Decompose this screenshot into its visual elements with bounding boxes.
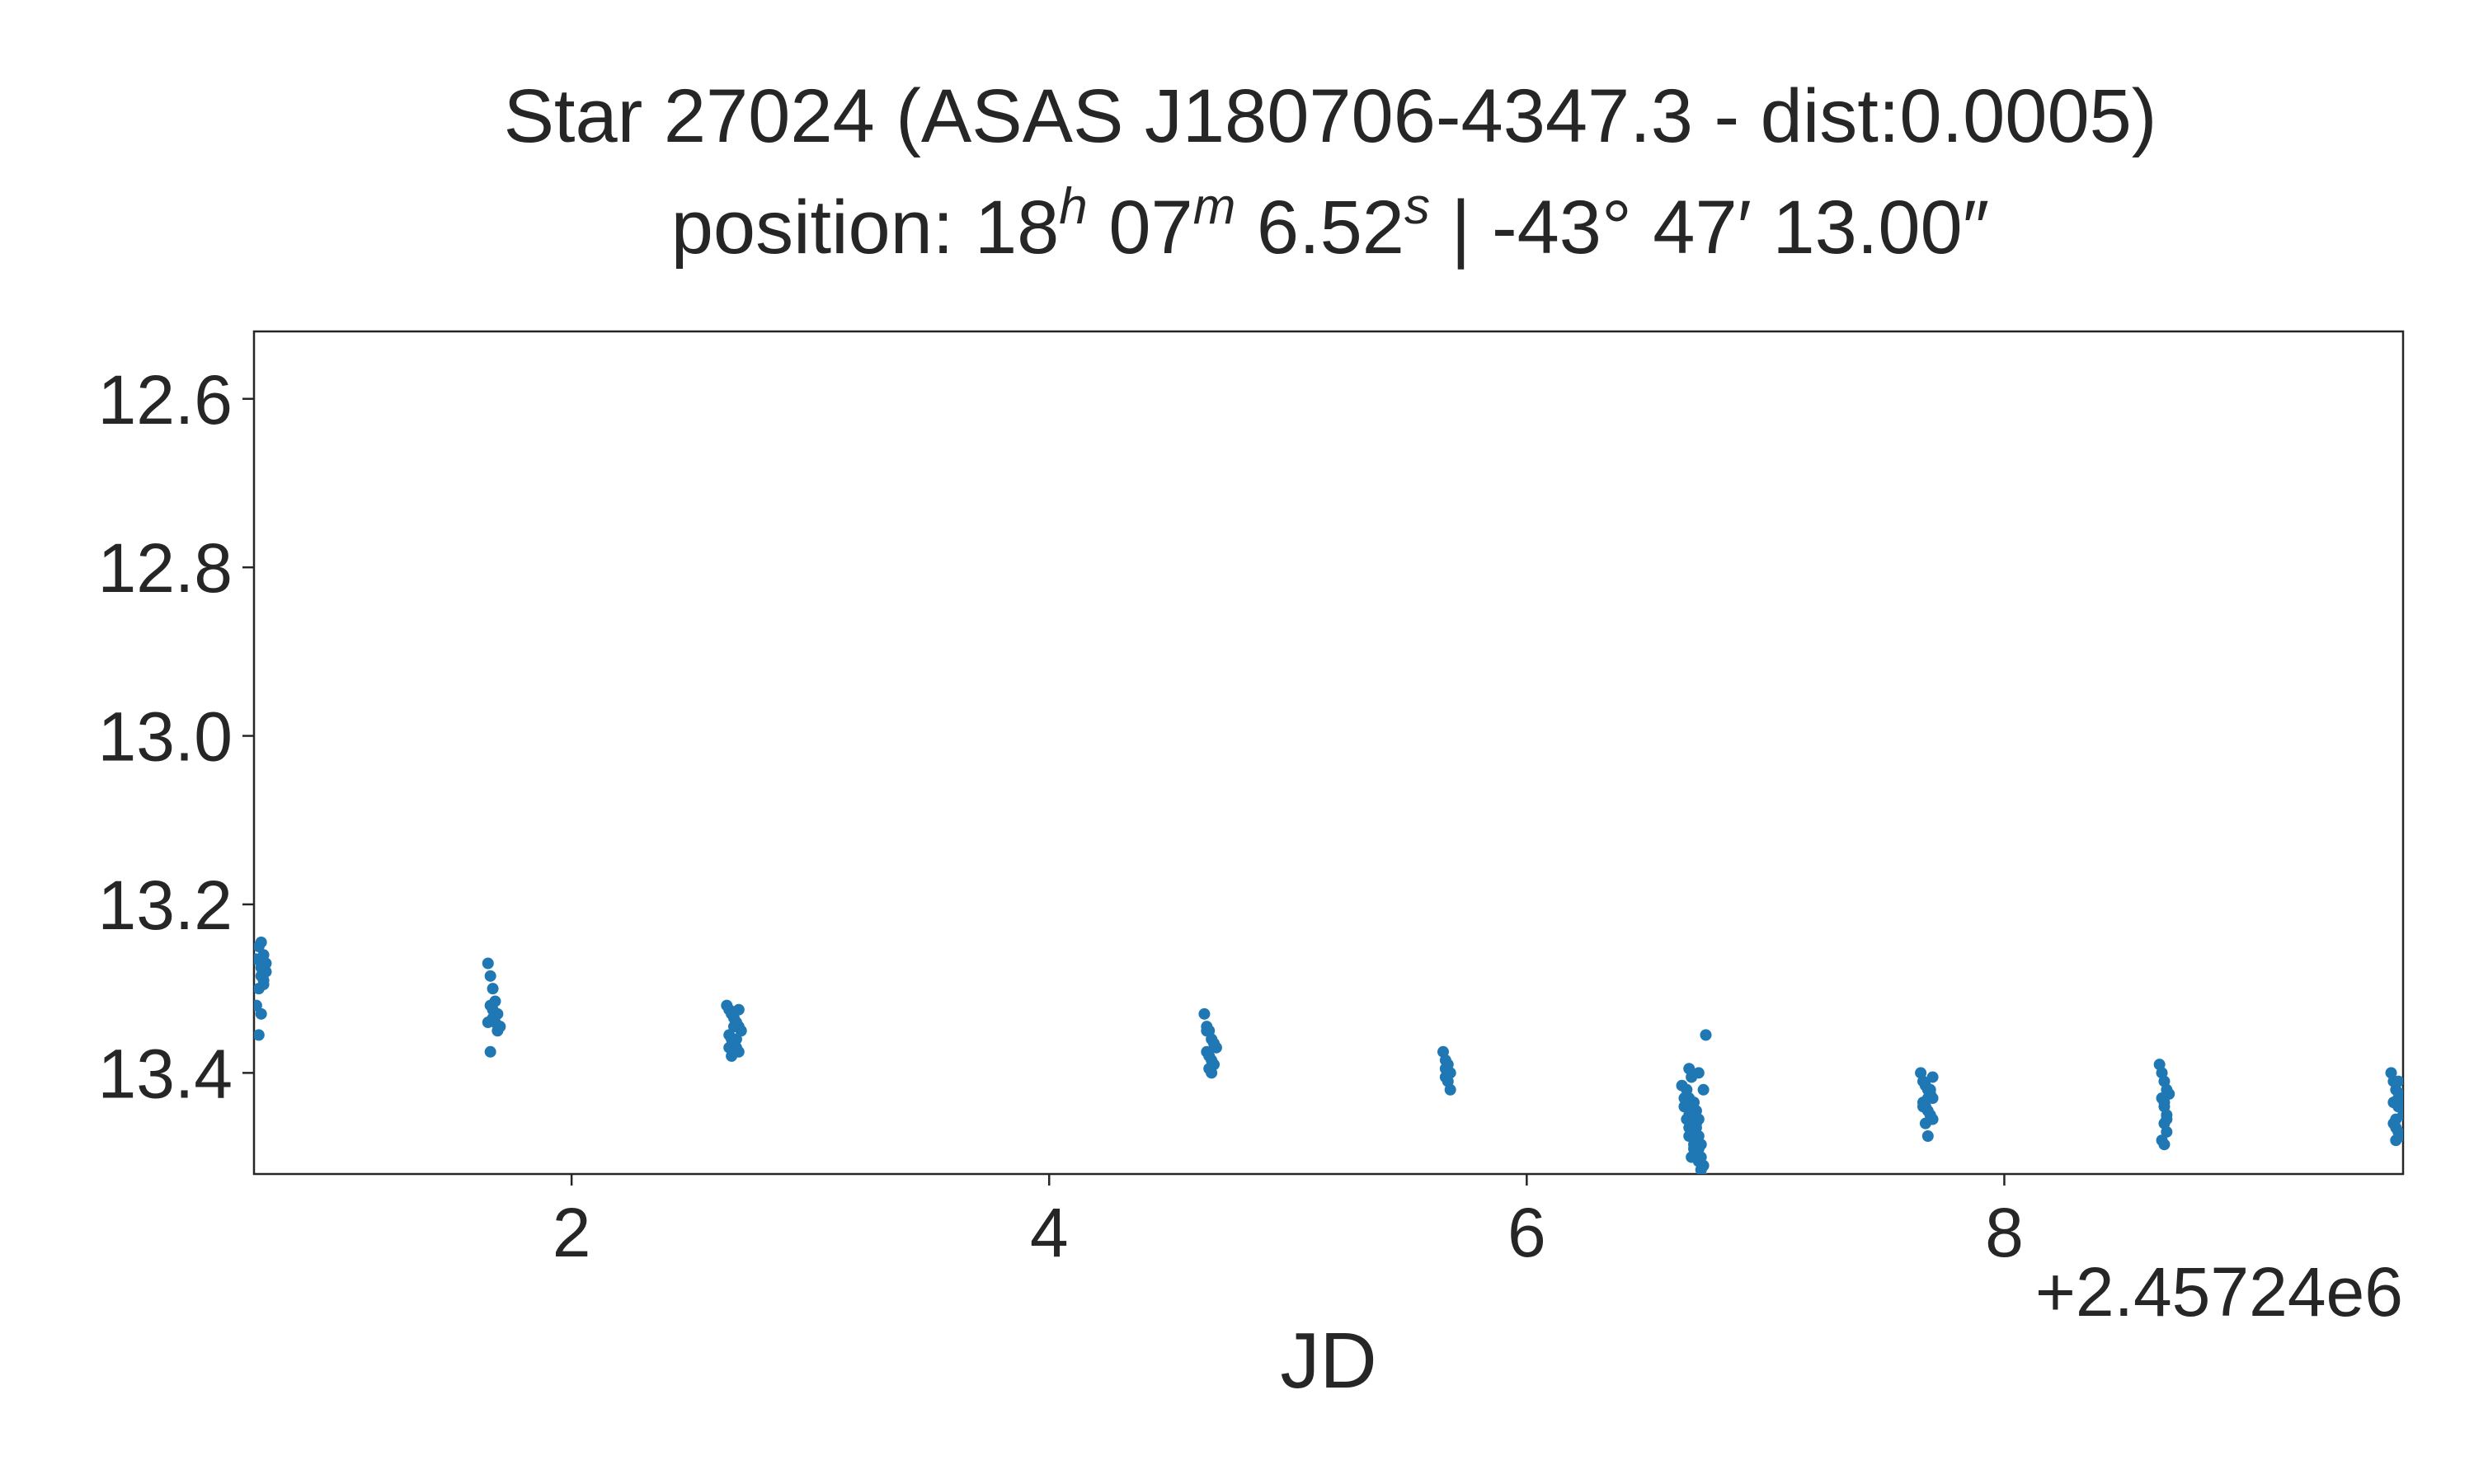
x-axis: 2 4 6 8: [553, 1174, 2024, 1271]
data-point: [2395, 1087, 2403, 1100]
data-point: [2390, 1134, 2402, 1147]
data-point: [2161, 1125, 2173, 1138]
data-point: [487, 983, 499, 995]
data-point: [2158, 1097, 2171, 1109]
data-point: [1439, 1063, 1451, 1075]
data-point: [1917, 1101, 1929, 1113]
y-tick-label: 13.0: [98, 698, 233, 776]
x-tick-label: 4: [1030, 1194, 1069, 1271]
y-tick-label: 13.4: [98, 1035, 233, 1112]
data-points: [254, 936, 2403, 1174]
x-tick-label: 8: [1985, 1194, 2024, 1271]
title-hours-superscript: h: [1059, 178, 1087, 235]
data-point: [723, 1041, 736, 1054]
y-tick-label: 12.8: [98, 529, 233, 607]
data-point: [482, 957, 494, 970]
data-point: [2387, 1097, 2400, 1109]
data-point: [482, 1017, 494, 1029]
data-point: [732, 1003, 745, 1016]
data-point: [1919, 1117, 1931, 1129]
x-axis-offset-label: +2.45724e6: [2035, 1253, 2403, 1331]
plot-area-frame: [252, 330, 2405, 1176]
data-point: [494, 1021, 506, 1033]
data-point: [1699, 1172, 1708, 1174]
title-position-prefix: position: 18: [671, 186, 1060, 270]
data-point: [254, 1029, 265, 1041]
data-point: [255, 1007, 267, 1020]
title-seconds-superscript: s: [1404, 178, 1430, 235]
y-tick-label: 12.6: [98, 361, 233, 439]
data-point: [255, 936, 267, 948]
data-point: [2158, 1139, 2171, 1151]
x-tick-label: 6: [1507, 1194, 1546, 1271]
data-point: [1700, 1029, 1712, 1041]
data-point: [1926, 1071, 1939, 1083]
y-tick-label: 13.2: [98, 866, 233, 944]
data-point: [1924, 1083, 1936, 1096]
data-point: [257, 979, 270, 991]
data-point: [484, 970, 496, 982]
data-point: [730, 1033, 742, 1045]
data-point: [1198, 1007, 1211, 1020]
data-point: [1201, 1025, 1213, 1037]
x-tick-label: 2: [553, 1194, 591, 1271]
data-point: [1686, 1151, 1698, 1163]
title-seconds-value: 6.52: [1235, 186, 1404, 270]
data-point: [2161, 1113, 2173, 1125]
x-axis-label: JD: [1280, 1317, 1376, 1405]
data-point: [1697, 1083, 1710, 1096]
title-declination: | -43° 47′ 13.00″: [1430, 186, 1989, 270]
data-point: [1683, 1130, 1696, 1143]
data-point: [1692, 1067, 1705, 1079]
data-point: [1444, 1083, 1456, 1096]
title-minutes-superscript: m: [1193, 178, 1236, 235]
chart-title-line1: Star 27024 (ASAS J180706-4347.3 - dist:0…: [504, 74, 2157, 158]
data-point: [257, 949, 270, 961]
data-point: [1690, 1117, 1702, 1129]
y-axis: 12.6 12.8 13.0 13.2 13.4: [98, 361, 254, 1112]
data-point: [1210, 1041, 1222, 1054]
data-point: [1206, 1067, 1218, 1079]
title-minutes-value: 07: [1088, 186, 1193, 270]
data-point: [2390, 1113, 2402, 1125]
data-point: [2392, 1075, 2403, 1087]
chart-title-line2: position: 18h 07m 6.52s | -43° 47′ 13.00…: [671, 178, 1990, 270]
data-point: [1695, 1163, 1707, 1174]
data-point: [484, 1045, 496, 1058]
data-point: [260, 965, 272, 978]
data-point: [728, 1021, 741, 1033]
data-point: [489, 1007, 501, 1020]
data-point: [1921, 1130, 1934, 1143]
